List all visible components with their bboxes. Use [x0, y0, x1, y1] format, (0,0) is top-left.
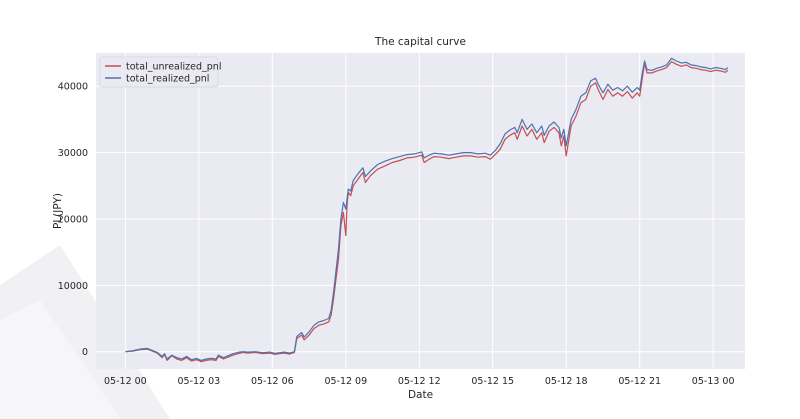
- y-tick-labels: 0 10000 20000 30000 40000: [58, 82, 88, 359]
- legend-box: [99, 56, 219, 88]
- x-tick-labels: 05-12 00 05-12 03 05-12 06 05-12 09 05-12 12…: [104, 376, 734, 387]
- legend-label-realized: total_realized_pnl: [126, 74, 209, 85]
- chart-title: The capital curve: [374, 36, 466, 48]
- legend-label-unrealized: total_unrealized_pnl: [126, 62, 221, 73]
- y-tick-label: 0: [82, 347, 88, 358]
- y-tick-label: 10000: [58, 281, 88, 292]
- x-tick-label: 05-12 09: [324, 376, 367, 387]
- x-tick-label: 05-12 21: [618, 376, 661, 387]
- x-tick-label: 05-12 12: [398, 376, 441, 387]
- background-chevron-shape-2: [0, 300, 120, 419]
- plot-background: [96, 53, 745, 369]
- x-tick-label: 05-12 18: [545, 376, 588, 387]
- y-tick-label: 30000: [58, 148, 88, 159]
- x-tick-label: 05-12 06: [251, 376, 294, 387]
- series-line-realized: [125, 57, 729, 361]
- legend: total_unrealized_pnl total_realized_pnl: [99, 56, 221, 88]
- series-line-unrealized: [125, 61, 729, 363]
- x-tick-label: 05-12 15: [471, 376, 514, 387]
- x-tick-label: 05-12 00: [104, 376, 147, 387]
- x-tick-label: 05-13 00: [692, 376, 735, 387]
- x-tick-label: 05-12 03: [178, 376, 221, 387]
- y-axis-label: PL(JPY): [52, 193, 64, 229]
- series-layer: [125, 57, 729, 363]
- x-axis-label: Date: [408, 389, 433, 401]
- y-gridlines: [96, 85, 745, 353]
- y-tick-label: 20000: [58, 214, 88, 225]
- x-gridlines: [124, 53, 714, 369]
- y-tick-label: 40000: [58, 82, 88, 93]
